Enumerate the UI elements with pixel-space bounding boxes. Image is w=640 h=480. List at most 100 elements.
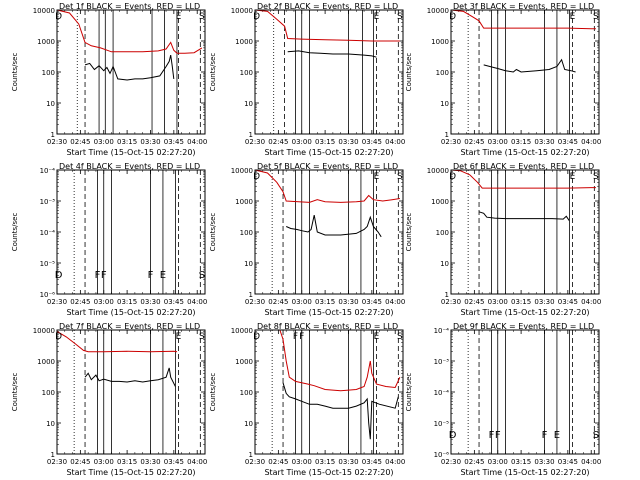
- x-tick-label: 02:45: [268, 138, 288, 146]
- event-marker-label: E: [570, 172, 576, 182]
- y-axis-label: Counts/sec: [405, 213, 413, 252]
- chart-panel-2: Det 2f BLACK = Events, RED = LLD Counts/s…: [209, 2, 405, 157]
- y-tick-label: 100: [240, 389, 253, 397]
- chart-title: Det 2f BLACK = Events, RED = LLD: [257, 2, 398, 11]
- event-marker-label: D: [55, 12, 62, 22]
- y-axis-label: Counts/sec: [209, 53, 217, 92]
- chart-panel-3: Det 3f BLACK = Events, RED = LLD Counts/s…: [405, 2, 601, 157]
- y-tick-label: 1: [51, 451, 55, 459]
- events-series-line: [282, 382, 399, 440]
- x-tick-label: 03:45: [558, 458, 578, 466]
- lld-series-line: [279, 329, 401, 392]
- x-tick-label: 03:00: [292, 298, 312, 306]
- x-tick-label: 04:00: [581, 298, 601, 306]
- x-tick-label: 02:45: [268, 298, 288, 306]
- chart-panel-8: Det 8f BLACK = Events, RED = LLD Counts/s…: [209, 322, 405, 477]
- x-tick-label: 03:15: [315, 458, 335, 466]
- x-tick-label: 03:15: [117, 298, 137, 306]
- x-tick-label: 03:00: [94, 458, 114, 466]
- y-tick-label: 1: [249, 291, 253, 299]
- event-marker-label: E: [570, 12, 576, 22]
- x-tick-label: 02:45: [70, 138, 90, 146]
- event-marker-label: F: [495, 430, 501, 441]
- x-tick-label: 03:00: [292, 138, 312, 146]
- x-tick-label: 04:00: [385, 458, 405, 466]
- x-tick-label: 04:00: [187, 298, 207, 306]
- events-series-line: [483, 58, 576, 73]
- x-tick-label: 03:30: [338, 138, 358, 146]
- x-tick-label: 03:45: [362, 458, 382, 466]
- event-marker-label: E: [374, 332, 380, 342]
- events-series-line: [287, 50, 377, 58]
- y-tick-label: 1000: [235, 358, 253, 366]
- y-tick-label: 1: [51, 131, 55, 139]
- chart-panel-1: Det 1f BLACK = Events, RED = LLD Counts/s…: [11, 2, 207, 157]
- x-tick-label: 02:45: [268, 458, 288, 466]
- x-tick-label: 02:45: [464, 458, 484, 466]
- event-marker-label: F: [542, 430, 548, 441]
- y-tick-label: 10000: [231, 327, 253, 335]
- event-marker-label: E: [176, 332, 182, 342]
- x-tick-label: 02:30: [441, 458, 461, 466]
- y-tick-label: 1000: [37, 358, 55, 366]
- event-marker-label: S: [199, 270, 205, 281]
- events-series-line: [286, 214, 382, 238]
- x-tick-label: 03:15: [511, 458, 531, 466]
- event-marker-label: S: [397, 12, 403, 22]
- y-tick-label: 100: [42, 389, 55, 397]
- x-tick-label: 03:30: [140, 458, 160, 466]
- event-marker-label: D: [253, 12, 260, 22]
- y-tick-label: 100: [240, 69, 253, 77]
- event-marker-label: D: [449, 12, 456, 22]
- x-tick-label: 03:30: [534, 138, 554, 146]
- lld-series-line: [450, 169, 596, 189]
- x-tick-label: 02:30: [441, 298, 461, 306]
- plot-frame: [254, 9, 404, 135]
- event-marker-label: S: [593, 430, 599, 441]
- y-tick-label: 100: [436, 229, 449, 237]
- y-tick-label: 10: [46, 420, 55, 428]
- x-tick-label: 03:45: [558, 298, 578, 306]
- x-tick-label: 03:30: [534, 298, 554, 306]
- chart-panel-4: Det 4f BLACK = Events, RED = LLD Counts/s…: [11, 162, 207, 317]
- y-tick-label: 10000: [231, 7, 253, 15]
- y-tick-label: 10⁻⁴: [434, 327, 450, 335]
- y-tick-label: 10000: [231, 167, 253, 175]
- x-tick-label: 03:45: [164, 458, 184, 466]
- lld-series-line: [56, 330, 178, 353]
- chart-title: Det 7f BLACK = Events, RED = LLD: [59, 322, 200, 331]
- y-tick-label: 10000: [427, 167, 449, 175]
- x-tick-label: 03:30: [534, 458, 554, 466]
- plot-frame: [450, 329, 600, 455]
- x-axis-label: Start Time (15-Oct-15 02:27:20): [66, 308, 195, 317]
- lld-series-line: [56, 9, 203, 54]
- event-marker-label: E: [374, 172, 380, 182]
- y-tick-label: 1000: [431, 38, 449, 46]
- plot-frame: [254, 329, 404, 455]
- y-tick-label: 1000: [431, 198, 449, 206]
- chart-title: Det 5f BLACK = Events, RED = LLD: [257, 162, 398, 171]
- event-marker-label: E: [160, 270, 166, 281]
- x-tick-label: 04:00: [581, 138, 601, 146]
- chart-title: Det 1f BLACK = Events, RED = LLD: [59, 2, 200, 11]
- y-tick-label: 10⁻⁴: [434, 389, 450, 397]
- y-axis-label: Counts/sec: [11, 53, 19, 92]
- y-tick-label: 10⁻³: [40, 198, 56, 206]
- x-axis-label: Start Time (15-Oct-15 02:27:20): [66, 468, 195, 477]
- x-axis-label: Start Time (15-Oct-15 02:27:20): [264, 148, 393, 157]
- chart-title: Det 8f BLACK = Events, RED = LLD: [257, 322, 398, 331]
- x-tick-label: 02:45: [464, 298, 484, 306]
- event-marker-label: F: [101, 270, 107, 281]
- x-tick-label: 03:00: [488, 458, 508, 466]
- event-marker-label: D: [55, 270, 63, 281]
- x-tick-label: 03:00: [94, 298, 114, 306]
- plot-frame: [254, 169, 404, 295]
- x-axis-label: Start Time (15-Oct-15 02:27:20): [460, 148, 589, 157]
- y-tick-label: 1000: [37, 38, 55, 46]
- x-tick-label: 03:15: [315, 138, 335, 146]
- y-tick-label: 10000: [427, 7, 449, 15]
- y-tick-label: 1: [445, 291, 449, 299]
- x-tick-label: 02:45: [70, 298, 90, 306]
- x-tick-label: 03:30: [338, 458, 358, 466]
